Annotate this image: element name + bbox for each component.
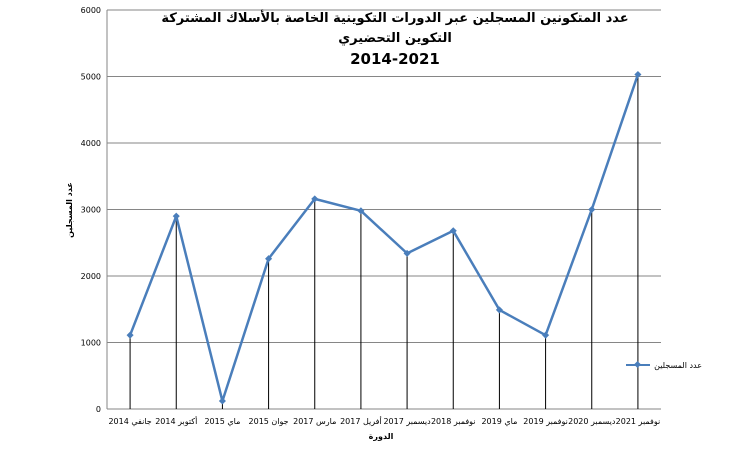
x-tick-label: مارس 2017 (293, 417, 336, 426)
data-point (311, 195, 319, 203)
y-tick-label: 1000 (81, 339, 101, 348)
data-point (634, 70, 642, 79)
chart-title-line-2: التكوين التحضيري (338, 31, 452, 46)
y-axis-label: عدد المسجلين (65, 182, 74, 238)
y-tick-labels: 0 1000 2000 3000 4000 5000 6000 (81, 6, 101, 414)
gridlines (106, 9, 661, 410)
drop-lines (129, 74, 639, 409)
data-point (218, 397, 226, 405)
series-layer (126, 70, 642, 405)
data-point (449, 227, 457, 235)
x-tick-label: جانفي 2014 (108, 417, 151, 426)
data-point (172, 212, 180, 220)
data-point (126, 331, 134, 339)
x-tick-label: أفريل 2017 (340, 416, 382, 426)
legend-marker-swatch (633, 360, 642, 369)
data-point (588, 205, 596, 214)
data-point (403, 249, 411, 257)
y-tick-label: 4000 (81, 139, 101, 148)
x-tick-label: ماي 2015 (204, 417, 240, 426)
series-line (128, 74, 640, 403)
chart-title-line-3: 2014-2021 (350, 50, 440, 68)
x-axis-label: الدورة (369, 432, 394, 441)
x-tick-labels: جانفي 2014 أكتوبر 2014 ماي 2015 جوان 2015 ما… (108, 416, 660, 426)
x-tick-label: ديسمبر 2020 (568, 417, 616, 426)
data-point (357, 207, 365, 215)
x-tick-label: ديسمبر 2017 (383, 417, 431, 426)
x-tick-label: ماي 2019 (481, 417, 517, 426)
chart-title-line-1: عدد المتكونين المسجلين عبر الدورات التكو… (161, 9, 628, 26)
legend: عدد المسجلين (626, 360, 702, 370)
x-tick-label: نوفمبر 2018 (431, 417, 476, 426)
y-tick-label: 2000 (81, 272, 101, 281)
x-tick-label: نوفمبر 2021 (616, 417, 661, 426)
x-tick-label: جوان 2015 (249, 417, 289, 426)
y-tick-label: 5000 (81, 73, 101, 82)
legend-label: عدد المسجلين (654, 361, 702, 370)
y-tick-label: 3000 (81, 206, 101, 215)
data-point (542, 331, 550, 339)
data-point (495, 306, 503, 314)
y-tick-label: 6000 (81, 6, 101, 15)
y-tick-label: 0 (96, 405, 101, 414)
x-tick-label: أكتوبر 2014 (155, 416, 197, 426)
x-tick-label: نوفمبر 2019 (523, 417, 568, 426)
data-point (265, 255, 273, 263)
